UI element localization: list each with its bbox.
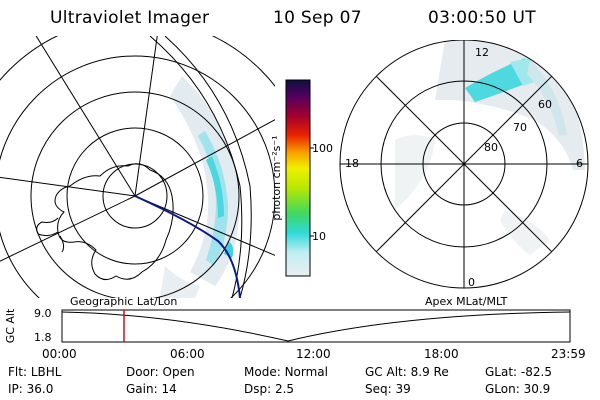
info-gain: Gain: 14 [126,382,177,396]
date-label: 10 Sep 07 [273,8,362,28]
satellite-track [134,195,241,298]
mag-projection-label: Apex MLat/MLT [425,295,508,308]
meridian-lines [0,36,275,262]
colorbar: photon cm⁻²s⁻¹ [270,79,314,277]
info-ip: IP: 36.0 [8,382,54,396]
xtick-23-59: 23:59 [551,347,586,361]
mlt-label-18: 18 [345,157,359,170]
alt-ytick-9: 9.0 [34,307,52,320]
colorbar-unit-label: photon cm⁻²s⁻¹ [270,135,283,220]
xtick-00-00: 00:00 [42,347,77,361]
info-door: Door: Open [126,365,195,379]
info-dsp: Dsp: 2.5 [244,382,295,396]
altitude-ylabel: GC Alt [4,308,17,343]
earth-limb [149,36,252,298]
latitude-circles [0,36,275,298]
info-flt: Flt: LBHL [8,365,62,379]
instrument-title: Ultraviolet Imager [50,8,210,28]
mlt-radials [340,40,588,288]
colorbar-tick-100: 100 [312,142,333,155]
info-seq: Seq: 39 [365,382,411,396]
xtick-06-00: 06:00 [170,347,205,361]
altitude-curve [61,311,571,342]
mlt-label-0: 0 [468,276,475,289]
mlat-label-60: 60 [538,98,552,111]
geographic-map [0,36,275,298]
mlt-label-12: 12 [475,46,489,59]
antarctica-outline [54,163,174,280]
info-glat: GLat: -82.5 [485,365,552,379]
magnetic-polar-plot [339,40,589,289]
info-mode: Mode: Normal [244,365,328,379]
xtick-18-00: 18:00 [424,347,459,361]
auroral-emission-geo [160,76,240,298]
mlat-label-80: 80 [484,141,498,154]
info-glon: GLon: 30.9 [485,382,551,396]
info-gc-alt: GC Alt: 8.9 Re [365,365,449,379]
altitude-plot: GC Alt [4,308,571,343]
alt-ytick-1-8: 1.8 [34,331,52,344]
xtick-12-00: 12:00 [296,347,331,361]
mlat-label-70: 70 [513,121,527,134]
geo-projection-label: Geographic Lat/Lon [70,295,178,308]
mlt-label-6: 6 [576,157,583,170]
colorbar-tick-10: 10 [312,230,326,243]
time-label: 03:00:50 UT [428,8,536,28]
